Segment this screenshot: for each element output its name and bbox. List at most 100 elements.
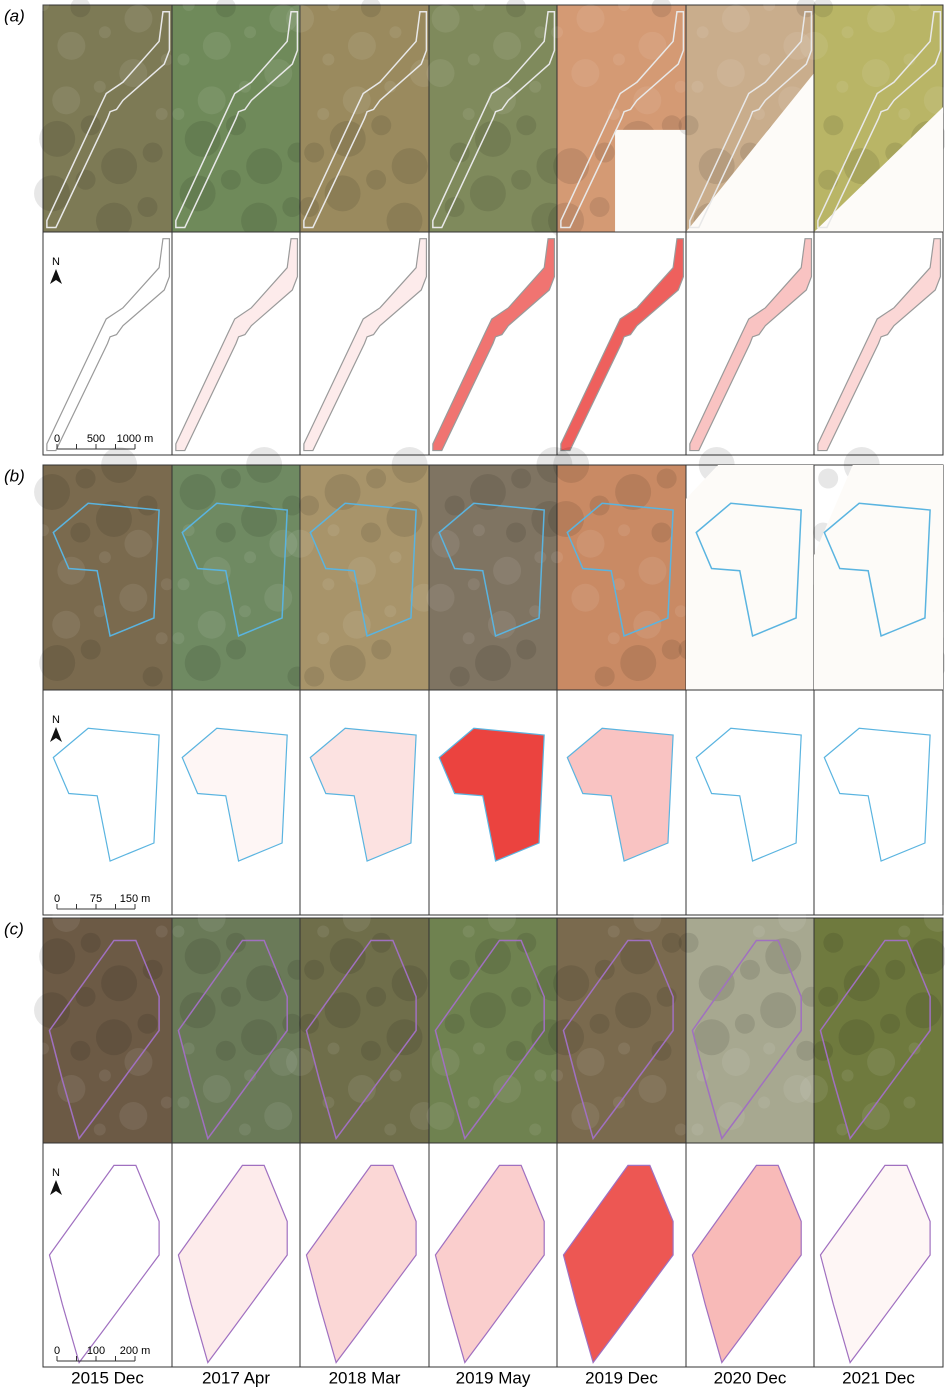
texture [675, 1124, 687, 1136]
texture [371, 933, 391, 953]
date-label: 2021 Dec [842, 1368, 915, 1387]
texture [239, 1124, 251, 1136]
texture [427, 584, 455, 612]
texture [551, 551, 563, 563]
figure: (a)N05001000 m(b)N075150 m(c)N0100200 m2… [0, 0, 945, 1390]
texture [39, 121, 75, 157]
texture [392, 965, 428, 1001]
texture [800, 1075, 828, 1103]
texture [493, 557, 521, 585]
texture [590, 1014, 610, 1034]
texture [898, 108, 910, 120]
texture [172, 926, 184, 938]
scale-label: 1000 m [117, 433, 154, 445]
texture [463, 926, 475, 938]
texture [577, 530, 605, 558]
texture [384, 1124, 396, 1136]
texture [216, 523, 236, 543]
texture [328, 1043, 340, 1055]
panel-label: (c) [4, 919, 24, 938]
texture [470, 175, 506, 211]
texture [778, 904, 806, 932]
texture [70, 1041, 90, 1061]
scale-label: 500 [87, 433, 105, 445]
texture [386, 1019, 422, 1055]
texture [304, 143, 324, 163]
texture [119, 1102, 147, 1130]
texture [185, 645, 221, 681]
texture [633, 611, 661, 639]
texture [392, 148, 428, 184]
texture [551, 26, 563, 38]
texture [143, 143, 163, 163]
date-label: 2020 Dec [714, 1368, 787, 1387]
texture [675, 81, 687, 93]
texture [203, 32, 231, 60]
texture [651, 523, 671, 543]
texture [818, 469, 838, 489]
texture [161, 1097, 173, 1109]
texture [493, 32, 521, 60]
texture [445, 1014, 465, 1034]
texture [506, 523, 526, 543]
no-data [686, 465, 814, 690]
texture [493, 1075, 521, 1103]
texture [722, 1048, 750, 1076]
texture [143, 667, 163, 687]
texture [137, 496, 157, 516]
texture [468, 1097, 480, 1109]
texture [178, 1097, 190, 1109]
texture [548, 501, 584, 537]
texture [475, 938, 511, 974]
texture [81, 933, 101, 953]
texture [571, 584, 599, 612]
texture [137, 1014, 157, 1034]
north-label: N [52, 256, 60, 268]
texture [156, 926, 168, 938]
texture [577, 5, 605, 33]
texture [903, 1097, 915, 1109]
texture [241, 1019, 277, 1055]
texture [906, 992, 942, 1028]
texture [70, 523, 90, 543]
texture [317, 632, 329, 644]
texture [862, 59, 890, 87]
texture [450, 960, 470, 980]
scale-label: 0 [54, 893, 60, 905]
texture [697, 26, 709, 38]
texture [81, 640, 101, 660]
texture [180, 474, 216, 510]
texture [185, 121, 221, 157]
texture [366, 987, 386, 1007]
map-panel [43, 690, 172, 915]
texture [763, 1043, 775, 1055]
texture [463, 632, 475, 644]
texture [608, 108, 620, 120]
texture [101, 148, 137, 184]
texture [156, 108, 168, 120]
texture [101, 447, 137, 483]
texture [366, 170, 386, 190]
date-label: 2015 Dec [71, 1368, 144, 1387]
texture [99, 551, 111, 563]
texture [386, 501, 422, 537]
texture [198, 904, 226, 932]
map-panel [814, 690, 943, 915]
texture [818, 987, 838, 1007]
texture [52, 86, 80, 114]
texture [226, 640, 246, 660]
texture [57, 557, 85, 585]
texture [571, 1102, 599, 1130]
texture [299, 496, 319, 516]
texture [286, 530, 314, 558]
texture [633, 904, 661, 932]
texture [180, 175, 216, 211]
texture [836, 81, 848, 93]
texture [432, 530, 460, 558]
texture [371, 640, 391, 660]
texture [178, 53, 190, 65]
date-label: 2019 May [456, 1368, 531, 1387]
texture [34, 474, 70, 510]
texture [246, 148, 282, 184]
texture [299, 197, 319, 217]
